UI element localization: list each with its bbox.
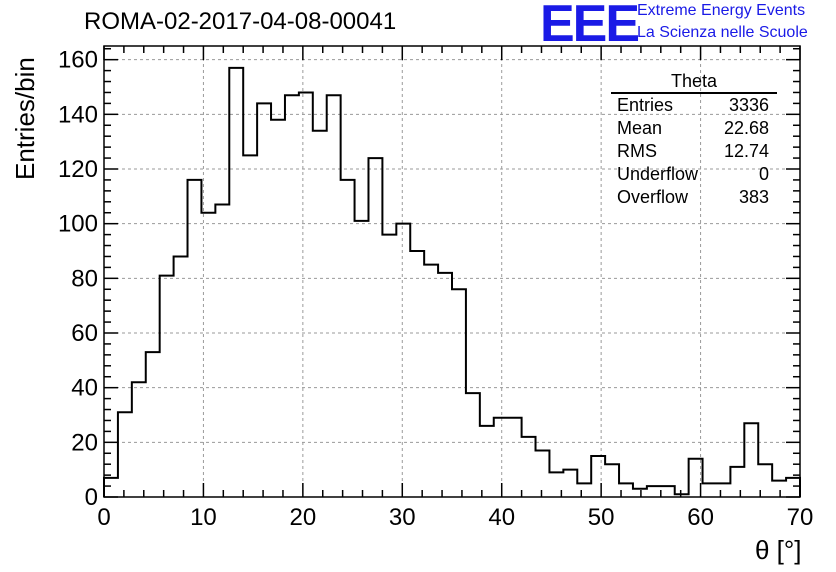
stats-row-underflow: Underflow 0 [611,163,777,186]
y-tick-label: 40 [71,375,98,402]
histogram-bin [132,382,146,497]
histogram-bin [438,273,452,497]
histogram-bin [299,92,313,497]
histogram-bin [174,256,188,497]
histogram-bin [536,451,550,497]
stats-title: Theta [611,70,777,94]
histogram-bin [494,418,508,497]
chart-title: ROMA-02-2017-04-08-00041 [84,8,397,35]
stats-row-overflow: Overflow 383 [611,186,777,209]
y-tick-label: 140 [58,101,98,128]
stats-label: Mean [617,118,663,138]
y-tick-label: 20 [71,429,98,456]
histogram-bin [327,95,341,497]
histogram-bin [563,470,577,497]
histogram-bin [341,180,355,497]
y-tick-label: 160 [58,47,98,74]
histogram-bin [396,224,410,497]
histogram-bin [382,235,396,497]
histogram-bin [647,486,661,497]
x-tick-label: 50 [588,504,615,531]
histogram-bin [703,483,717,497]
histogram-bin [146,352,160,497]
logo-caption-line1: Extreme Energy Events [637,2,806,19]
histogram-bin [772,481,786,497]
y-tick-label: 100 [58,211,98,238]
stats-box: Theta Entries 3336 Mean 22.68 RMS 12.74 … [611,70,777,209]
histogram-bin [424,265,438,497]
stats-value: 383 [738,187,769,207]
histogram-bin [410,251,424,497]
histogram-bin [730,467,744,497]
stats-value: 12.74 [723,141,769,161]
histogram-bin [243,155,257,497]
y-tick-label: 80 [71,265,98,292]
x-tick-label: 70 [787,504,814,531]
y-axis-label: Entries/bin [10,57,40,180]
histogram-bin [661,486,675,497]
stats-label: RMS [617,141,657,161]
histogram-bin [104,478,118,497]
stats-value: 3336 [728,95,769,115]
stats-row-entries: Entries 3336 [611,94,777,117]
stats-value: 22.68 [723,118,769,138]
stats-label: Underflow [617,164,699,184]
histogram-bin [522,437,536,497]
x-tick-label: 30 [389,504,416,531]
x-tick-label: 0 [97,504,110,531]
x-axis-label: θ [°] [755,535,802,565]
histogram-bin [188,180,202,497]
stats-label: Entries [617,95,674,115]
x-tick-label: 40 [488,504,515,531]
x-tick-label: 60 [687,504,714,531]
histogram-bin [716,483,730,497]
histogram-bin [118,412,132,497]
histogram-bin [215,205,229,497]
histogram-bin [508,418,522,497]
histogram-bin [744,423,758,497]
histogram-bin [368,158,382,497]
histogram-bin [466,393,480,497]
y-tick-label: 120 [58,156,98,183]
x-tick-label: 20 [290,504,317,531]
stats-label: Overflow [617,187,689,207]
histogram-bin [271,120,285,497]
histogram-bin [285,95,299,497]
histogram-bin [480,426,494,497]
y-tick-label: 0 [85,484,98,511]
plot-frame [103,45,801,498]
stats-row-mean: Mean 22.68 [611,117,777,140]
histogram-series-line [103,66,801,497]
histogram-bin [633,489,647,497]
histogram-bin [591,456,605,497]
histogram-bin [786,478,800,497]
histogram-bin [229,68,243,497]
x-tick-label: 10 [190,504,217,531]
stats-row-rms: RMS 12.74 [611,140,777,163]
y-tick-label: 60 [71,320,98,347]
histogram-bin [355,221,369,497]
histogram-bin [160,276,174,497]
eee-logo: EEE [540,0,640,53]
histogram-bin [257,103,271,497]
stats-value: 0 [758,164,769,184]
histogram-bin [605,464,619,497]
logo-caption-line2: La Scienza nelle Scuole [637,24,808,41]
histogram-bin [452,289,466,497]
histogram-bin [577,483,591,497]
